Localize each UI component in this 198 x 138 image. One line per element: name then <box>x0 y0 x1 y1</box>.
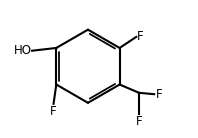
Text: F: F <box>137 30 144 43</box>
Text: F: F <box>50 105 57 118</box>
Text: F: F <box>156 88 162 101</box>
Text: F: F <box>136 115 142 128</box>
Text: HO: HO <box>13 44 31 57</box>
